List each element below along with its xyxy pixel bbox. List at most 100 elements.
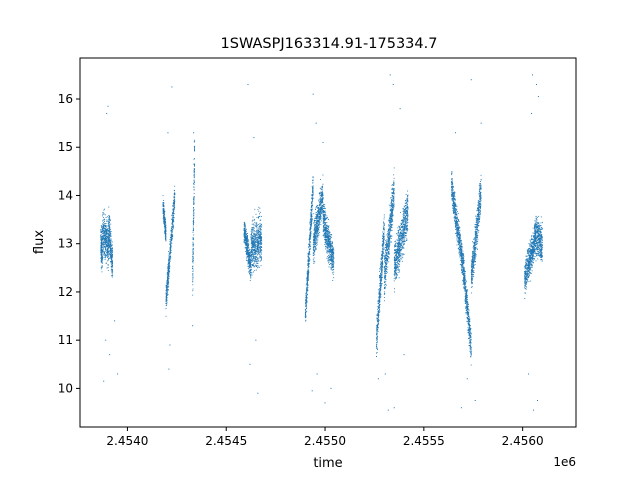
data-point	[258, 244, 260, 246]
data-point	[253, 248, 255, 250]
data-point	[192, 259, 194, 261]
data-point	[103, 233, 105, 235]
data-point	[108, 219, 110, 221]
data-point	[254, 246, 256, 248]
data-point	[257, 240, 259, 242]
data-point	[387, 246, 388, 248]
data-point	[328, 240, 330, 241]
data-point	[110, 242, 111, 243]
data-point	[393, 180, 395, 182]
data-point	[323, 215, 324, 217]
data-point	[315, 236, 317, 238]
data-point	[324, 243, 326, 245]
data-point	[102, 235, 104, 237]
data-point	[324, 207, 326, 209]
data-point	[321, 196, 323, 198]
data-point	[252, 253, 254, 255]
data-point	[192, 258, 194, 260]
data-point	[332, 253, 334, 255]
data-point	[312, 252, 314, 254]
data-point	[383, 222, 385, 224]
data-point	[244, 239, 246, 241]
data-point	[328, 233, 330, 235]
data-point	[254, 243, 256, 245]
data-point	[248, 258, 250, 260]
data-point	[305, 312, 307, 314]
data-point	[314, 236, 316, 238]
data-point	[244, 233, 246, 235]
data-point	[112, 265, 113, 267]
data-point	[251, 254, 253, 256]
data-point	[323, 226, 325, 228]
data-point	[305, 298, 307, 300]
data-point	[163, 209, 164, 211]
data-point	[378, 301, 380, 303]
data-point	[330, 234, 332, 236]
data-point	[168, 275, 170, 277]
data-point	[331, 272, 333, 274]
data-point	[172, 218, 174, 220]
data-point	[379, 311, 380, 313]
data-point	[391, 212, 393, 214]
data-point	[313, 250, 315, 251]
data-point	[314, 231, 316, 232]
data-point	[244, 221, 246, 223]
data-point	[258, 226, 260, 228]
data-point	[162, 210, 164, 212]
data-point	[310, 217, 312, 219]
data-point	[316, 230, 318, 232]
data-point	[254, 249, 256, 251]
data-point	[246, 242, 248, 244]
data-point	[327, 232, 329, 234]
data-point	[251, 246, 253, 248]
data-point	[330, 265, 332, 267]
data-point	[306, 278, 308, 280]
data-point	[318, 211, 320, 213]
data-point	[100, 232, 102, 234]
data-point	[259, 211, 261, 213]
data-point	[330, 239, 331, 241]
data-point	[110, 235, 112, 237]
data-point	[316, 228, 318, 230]
data-point	[311, 197, 313, 199]
data-point	[385, 250, 387, 252]
data-point	[382, 242, 384, 244]
data-point	[306, 289, 308, 291]
data-point	[312, 185, 314, 187]
data-point	[326, 230, 328, 232]
data-point	[250, 277, 252, 279]
data-point	[382, 254, 384, 256]
data-point	[102, 234, 104, 236]
data-point	[313, 261, 315, 263]
data-point	[312, 186, 314, 188]
data-point	[162, 204, 164, 206]
data-point	[327, 245, 329, 246]
data-point	[313, 245, 315, 247]
data-point	[103, 256, 105, 258]
data-point	[323, 221, 325, 223]
data-point	[309, 244, 311, 246]
data-point	[330, 246, 332, 248]
data-point	[164, 227, 166, 229]
data-point	[328, 234, 330, 236]
data-point	[251, 248, 253, 250]
data-point	[260, 243, 262, 245]
data-point	[257, 216, 259, 218]
data-point	[109, 239, 111, 241]
data-point	[172, 216, 174, 218]
data-point	[104, 237, 106, 239]
data-point	[260, 238, 262, 239]
data-point	[332, 266, 334, 268]
data-point	[377, 338, 378, 340]
data-point	[255, 239, 257, 241]
data-point	[107, 258, 109, 260]
data-point	[100, 267, 102, 269]
data-point	[307, 274, 309, 276]
data-point	[332, 263, 334, 265]
data-point	[319, 213, 320, 215]
data-point	[248, 251, 250, 253]
data-point	[249, 252, 251, 254]
data-point	[385, 248, 387, 250]
data-point	[253, 266, 255, 268]
data-point	[108, 245, 110, 247]
